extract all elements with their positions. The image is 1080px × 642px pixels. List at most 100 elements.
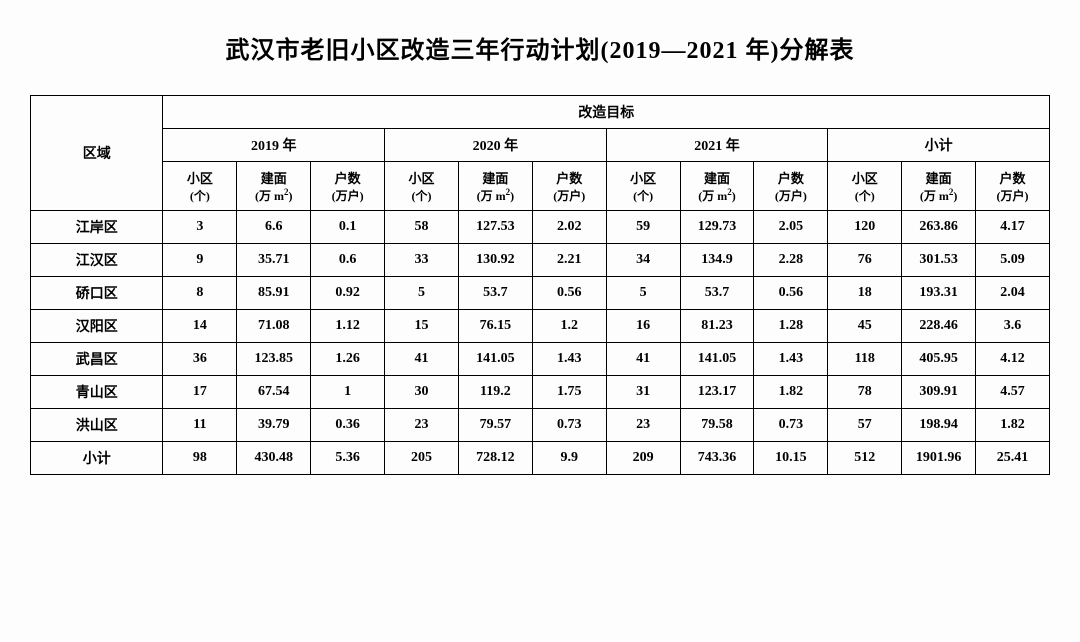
table-row: 江汉区935.710.633130.922.2134134.92.2876301… — [31, 244, 1050, 277]
data-cell: 41 — [385, 343, 459, 376]
data-cell: 34 — [606, 244, 680, 277]
data-cell: 1901.96 — [902, 442, 976, 475]
data-cell: 5 — [606, 277, 680, 310]
table-row: 青山区1767.54130119.21.7531123.171.8278309.… — [31, 376, 1050, 409]
data-cell: 1.2 — [532, 310, 606, 343]
data-cell: 4.17 — [976, 211, 1050, 244]
data-cell: 76 — [828, 244, 902, 277]
data-cell: 9 — [163, 244, 237, 277]
table-row: 江岸区36.60.158127.532.0259129.732.05120263… — [31, 211, 1050, 244]
data-cell: 5.36 — [311, 442, 385, 475]
subheader-cell: 小区(个) — [828, 162, 902, 211]
data-cell: 134.9 — [680, 244, 754, 277]
data-cell: 85.91 — [237, 277, 311, 310]
renovation-plan-table: 区域 改造目标 2019 年 2020 年 2021 年 小计 小区(个)建面(… — [30, 95, 1050, 475]
data-cell: 198.94 — [902, 409, 976, 442]
data-cell: 2.28 — [754, 244, 828, 277]
data-cell: 0.73 — [532, 409, 606, 442]
data-cell: 15 — [385, 310, 459, 343]
data-cell: 1.28 — [754, 310, 828, 343]
subheader-cell: 建面(万 m2) — [237, 162, 311, 211]
data-cell: 33 — [385, 244, 459, 277]
data-cell: 1.75 — [532, 376, 606, 409]
region-cell: 江岸区 — [31, 211, 163, 244]
page-title: 武汉市老旧小区改造三年行动计划(2019—2021 年)分解表 — [30, 30, 1050, 65]
data-cell: 119.2 — [458, 376, 532, 409]
data-cell: 1 — [311, 376, 385, 409]
data-cell: 2.21 — [532, 244, 606, 277]
data-cell: 18 — [828, 277, 902, 310]
region-cell: 硚口区 — [31, 277, 163, 310]
data-cell: 3.6 — [976, 310, 1050, 343]
header-target: 改造目标 — [163, 96, 1050, 129]
data-cell: 1.82 — [754, 376, 828, 409]
subheader-cell: 户数(万户) — [311, 162, 385, 211]
data-cell: 53.7 — [458, 277, 532, 310]
data-cell: 130.92 — [458, 244, 532, 277]
data-cell: 728.12 — [458, 442, 532, 475]
data-cell: 9.9 — [532, 442, 606, 475]
subheader-cell: 户数(万户) — [754, 162, 828, 211]
data-cell: 11 — [163, 409, 237, 442]
region-cell: 洪山区 — [31, 409, 163, 442]
table-row: 洪山区1139.790.362379.570.732379.580.735719… — [31, 409, 1050, 442]
subheader-cell: 建面(万 m2) — [458, 162, 532, 211]
data-cell: 118 — [828, 343, 902, 376]
data-cell: 59 — [606, 211, 680, 244]
data-cell: 25.41 — [976, 442, 1050, 475]
data-cell: 8 — [163, 277, 237, 310]
data-cell: 5.09 — [976, 244, 1050, 277]
data-cell: 10.15 — [754, 442, 828, 475]
table-row: 汉阳区1471.081.121576.151.21681.231.2845228… — [31, 310, 1050, 343]
data-cell: 0.1 — [311, 211, 385, 244]
data-cell: 1.12 — [311, 310, 385, 343]
data-cell: 127.53 — [458, 211, 532, 244]
data-cell: 5 — [385, 277, 459, 310]
subheader-cell: 户数(万户) — [532, 162, 606, 211]
data-cell: 76.15 — [458, 310, 532, 343]
data-cell: 16 — [606, 310, 680, 343]
data-cell: 17 — [163, 376, 237, 409]
data-cell: 98 — [163, 442, 237, 475]
subheader-cell: 建面(万 m2) — [680, 162, 754, 211]
data-cell: 53.7 — [680, 277, 754, 310]
data-cell: 36 — [163, 343, 237, 376]
data-cell: 41 — [606, 343, 680, 376]
data-cell: 6.6 — [237, 211, 311, 244]
data-cell: 0.56 — [532, 277, 606, 310]
data-cell: 193.31 — [902, 277, 976, 310]
table-header: 区域 改造目标 2019 年 2020 年 2021 年 小计 小区(个)建面(… — [31, 96, 1050, 211]
data-cell: 228.46 — [902, 310, 976, 343]
table-row: 武昌区36123.851.2641141.051.4341141.051.431… — [31, 343, 1050, 376]
year-row: 2019 年 2020 年 2021 年 小计 — [31, 129, 1050, 162]
table-row: 硚口区885.910.92553.70.56553.70.5618193.312… — [31, 277, 1050, 310]
data-cell: 1.43 — [754, 343, 828, 376]
table-row: 小计98430.485.36205728.129.9209743.3610.15… — [31, 442, 1050, 475]
table-body: 江岸区36.60.158127.532.0259129.732.05120263… — [31, 211, 1050, 475]
data-cell: 2.02 — [532, 211, 606, 244]
data-cell: 81.23 — [680, 310, 754, 343]
region-cell: 小计 — [31, 442, 163, 475]
data-cell: 67.54 — [237, 376, 311, 409]
subheader-cell: 小区(个) — [606, 162, 680, 211]
data-cell: 141.05 — [680, 343, 754, 376]
data-cell: 430.48 — [237, 442, 311, 475]
data-cell: 4.12 — [976, 343, 1050, 376]
data-cell: 205 — [385, 442, 459, 475]
subheader-cell: 户数(万户) — [976, 162, 1050, 211]
data-cell: 2.05 — [754, 211, 828, 244]
data-cell: 45 — [828, 310, 902, 343]
region-cell: 江汉区 — [31, 244, 163, 277]
data-cell: 23 — [385, 409, 459, 442]
data-cell: 23 — [606, 409, 680, 442]
data-cell: 3 — [163, 211, 237, 244]
data-cell: 58 — [385, 211, 459, 244]
data-cell: 1.43 — [532, 343, 606, 376]
header-year-subtotal: 小计 — [828, 129, 1050, 162]
data-cell: 209 — [606, 442, 680, 475]
data-cell: 512 — [828, 442, 902, 475]
data-cell: 405.95 — [902, 343, 976, 376]
data-cell: 0.73 — [754, 409, 828, 442]
data-cell: 129.73 — [680, 211, 754, 244]
region-cell: 汉阳区 — [31, 310, 163, 343]
